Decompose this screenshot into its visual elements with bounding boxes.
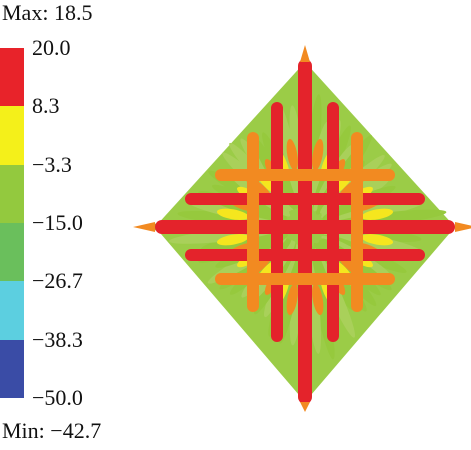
pattern-lobe: [216, 208, 249, 220]
colorbar-tick-label: −26.7: [32, 268, 83, 294]
pattern-lobe: [312, 138, 324, 171]
colorbar-band-0: [0, 48, 24, 107]
colorbar-band-5: [0, 339, 24, 399]
pattern-lobe: [361, 234, 394, 246]
pattern-tip: [300, 402, 310, 412]
colorbar-tick-label: −15.0: [32, 210, 83, 235]
pattern-side-beam: [215, 273, 395, 285]
colorbar-band-4: [0, 281, 24, 341]
pattern-side-beam: [215, 169, 395, 181]
pattern-tip: [133, 222, 155, 232]
pattern-tip: [300, 45, 310, 62]
pattern-side-beam: [327, 102, 339, 342]
colorbar: [0, 48, 24, 399]
pattern-main-beam: [298, 59, 312, 404]
colorbar-tick-label: −3.3: [32, 151, 72, 177]
colorbar-band-2: [0, 164, 24, 224]
pattern-side-beam: [271, 102, 283, 342]
colorbar-tick-label: −50.0: [32, 385, 83, 410]
pattern-lobe: [286, 138, 298, 171]
colorbar-band-1: [0, 106, 24, 166]
radiation-pattern-plot: [133, 45, 471, 412]
pattern-tip: [455, 222, 471, 232]
colorbar-tick-label: −38.3: [32, 326, 83, 352]
min-value-label: Min: −42.7: [2, 418, 102, 443]
pattern-side-beam: [247, 132, 259, 312]
pattern-lobe: [216, 234, 249, 246]
max-value-label: Max: 18.5: [2, 0, 93, 25]
pattern-side-beam: [185, 193, 425, 205]
pattern-side-beam: [185, 249, 425, 261]
pattern-lobe: [312, 283, 324, 316]
colorbar-band-3: [0, 223, 24, 282]
pattern-side-beam: [351, 132, 363, 312]
colorbar-tick-label: 8.3: [32, 93, 60, 119]
pattern-lobe: [361, 208, 394, 220]
pattern-lobe: [286, 283, 298, 316]
colorbar-tick-label: 20.0: [32, 35, 71, 60]
